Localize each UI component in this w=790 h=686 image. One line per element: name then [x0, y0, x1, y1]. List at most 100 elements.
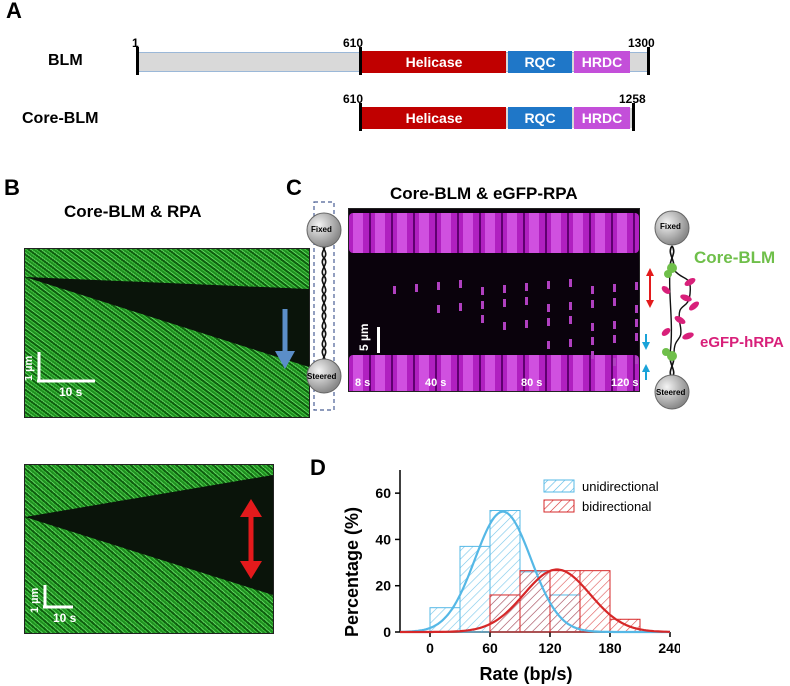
rpa-punctum: [635, 356, 638, 364]
dna-tether-schematic-right: [642, 210, 699, 410]
rpa-punctum: [481, 287, 484, 295]
rpa-punctum: [613, 298, 616, 306]
rpa-punctum: [613, 358, 616, 366]
bead-fixed-label-left: Fixed: [311, 225, 332, 234]
rpa-punctum: [547, 281, 550, 289]
panel-label-c: C: [286, 175, 302, 200]
blm-start-position: 1: [132, 36, 139, 50]
dark-wedge-bottom: [25, 475, 273, 595]
rpa-punctum: [613, 335, 616, 343]
core-blm-helicase-domain: Helicase: [362, 107, 506, 129]
blm-hrdc-domain: HRDC: [574, 51, 630, 73]
rpa-punctum: [635, 282, 638, 290]
top-scale-x: 10 s: [59, 385, 83, 399]
bead-steered-label-right: Steered: [656, 388, 686, 397]
blm-helicase-domain: Helicase: [362, 51, 506, 73]
dark-wedge-top: [25, 277, 309, 367]
panel-b-title: Core-BLM & RPA: [64, 202, 202, 221]
core-blm-rqc-domain: RQC: [508, 107, 572, 129]
panel-label-d: D: [310, 455, 326, 480]
rpa-punctum: [393, 286, 396, 294]
core-blm-hrdc-domain: HRDC: [574, 107, 630, 129]
rpa-punctum: [547, 318, 550, 326]
x-tick-label: 120: [538, 640, 562, 656]
y-tick-label: 0: [383, 624, 391, 640]
gaussian-fit-unidirectional: [399, 510, 670, 634]
rpa-punctum: [569, 316, 572, 324]
y-tick-label: 60: [375, 485, 391, 501]
blm-mid-tick: [359, 47, 362, 75]
rpa-punctum: [481, 301, 484, 309]
rpa-punctum: [525, 297, 528, 305]
rpa-punctum: [503, 322, 506, 330]
rpa-punctum: [415, 284, 418, 292]
legend-swatch-unidirectional: [543, 479, 575, 493]
rpa-punctum: [437, 282, 440, 290]
bottom-scale-x: 10 s: [53, 611, 77, 625]
kymograph-bidirectional: 1 µm 10 s: [24, 464, 274, 634]
rpa-punctum: [569, 279, 572, 287]
rpa-punctum: [459, 303, 462, 311]
arrow-down-icon: [275, 351, 295, 369]
rpa-punctum: [481, 315, 484, 323]
rpa-punctum: [503, 299, 506, 307]
scale-bar-line: [377, 327, 380, 353]
arrow-up-icon: [240, 499, 262, 517]
bead-fixed-label-right: Fixed: [660, 222, 681, 231]
legend-label-unidirectional: unidirectional: [582, 479, 659, 494]
rpa-punctum: [635, 319, 638, 327]
bead-steered-label-left: Steered: [307, 372, 337, 381]
rpa-punctum: [613, 284, 616, 292]
core-blm-label: Core-BLM: [694, 248, 776, 267]
kymograph-unidirectional: 1 µm 10 s: [24, 248, 310, 418]
y-tick-label: 20: [375, 578, 391, 594]
bottom-scale-y: 1 µm: [29, 587, 41, 613]
x-tick-label: 60: [482, 640, 498, 656]
dna-tether-schematic-left: [306, 201, 342, 411]
rpa-punctum: [591, 351, 594, 359]
blm-start-tick: [136, 47, 139, 75]
legend-label-bidirectional: bidirectional: [582, 499, 651, 514]
rpa-punctum: [503, 285, 506, 293]
top-scale-y: 1 µm: [24, 355, 35, 381]
x-tick-label: 180: [598, 640, 622, 656]
blm-rqc-domain: RQC: [508, 51, 572, 73]
rpa-punctum: [547, 341, 550, 349]
blm-mid-position: 610: [343, 36, 364, 50]
arrow-down-icon: [240, 561, 262, 579]
core-blm-end-position: 1258: [619, 92, 646, 106]
rpa-punctum: [569, 339, 572, 347]
rpa-punctum: [525, 320, 528, 328]
rpa-punctum: [635, 305, 638, 313]
panel-c-title: Core-BLM & eGFP-RPA: [390, 184, 578, 203]
x-tick-label: 240: [658, 640, 680, 656]
panel-label-a: A: [6, 0, 22, 23]
egfp-hrpa-label: eGFP-hRPA: [700, 334, 784, 351]
blm-end-tick: [647, 47, 650, 75]
fixed-bead-signal: [349, 213, 639, 253]
core-blm-start-tick: [359, 103, 362, 131]
panel-label-b: B: [4, 175, 20, 200]
rpa-punctum: [613, 321, 616, 329]
rate-histogram-chart: 0 20 40 60 0 60 120 180 240 unidirectional bidirec…: [342, 470, 680, 684]
construct-name-core-blm: Core-BLM: [22, 110, 99, 127]
time-label-3: 80 s: [521, 377, 543, 389]
time-label-1: 8 s: [355, 377, 371, 389]
blm-end-position: 1300: [628, 36, 655, 50]
time-label-4: 120 s: [611, 377, 639, 389]
rpa-punctum: [591, 286, 594, 294]
y-axis-label: Percentage (%): [342, 507, 362, 637]
rpa-punctum: [635, 333, 638, 341]
gaussian-fit-bidirectional: [400, 568, 670, 634]
rpa-punctum: [437, 305, 440, 313]
rpa-punctum: [547, 304, 550, 312]
rpa-punctum: [591, 337, 594, 345]
x-axis-label: Rate (bp/s): [479, 664, 572, 684]
x-tick-label: 0: [426, 640, 434, 656]
construct-name-blm: BLM: [48, 52, 83, 69]
core-blm-end-tick: [632, 103, 635, 131]
legend-swatch-bidirectional: [543, 499, 575, 513]
core-blm-start-position: 610: [343, 92, 364, 106]
rpa-punctum: [569, 302, 572, 310]
y-tick-label: 40: [375, 531, 391, 547]
